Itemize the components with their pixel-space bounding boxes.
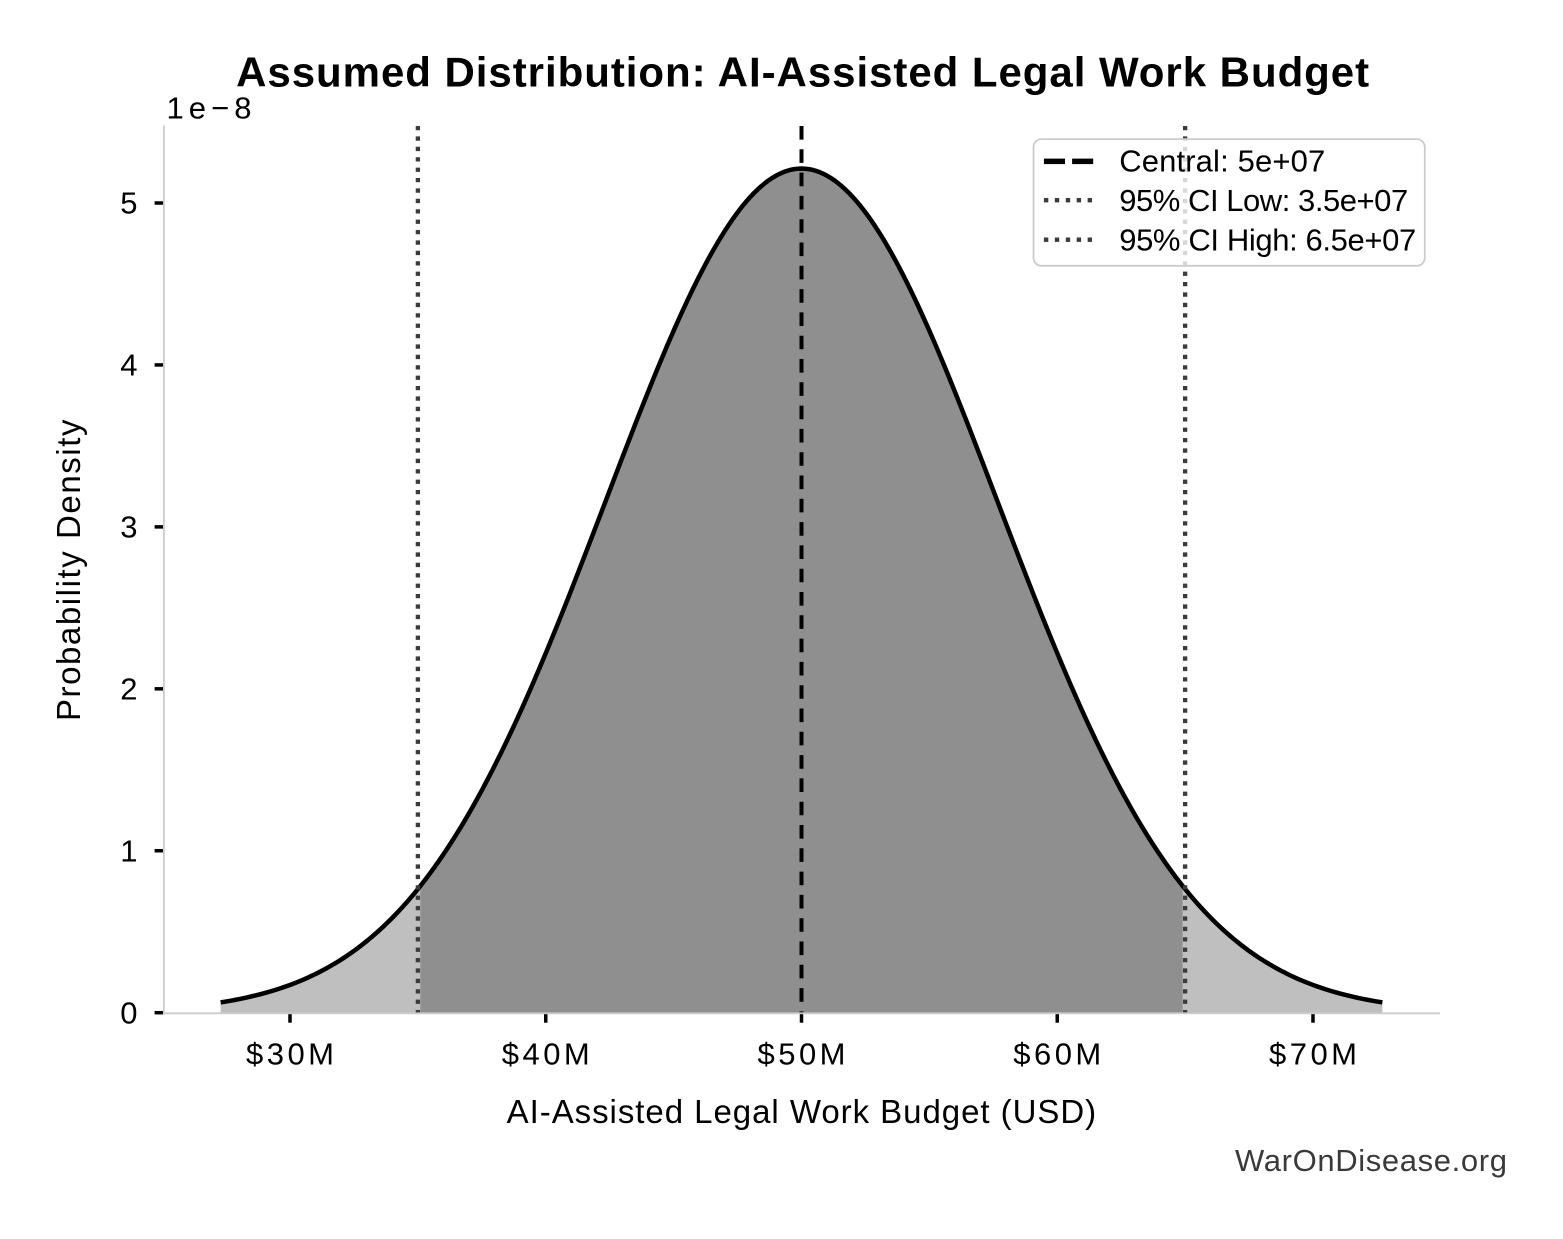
svg-text:$60M: $60M (1013, 1037, 1101, 1072)
svg-text:AI-Assisted Legal Work Budget: AI-Assisted Legal Work Budget (USD) (507, 1093, 1097, 1130)
svg-text:3: 3 (120, 510, 137, 545)
svg-text:5: 5 (120, 186, 137, 221)
svg-text:Assumed Distribution: AI-Assis: Assumed Distribution: AI-Assisted Legal … (236, 49, 1369, 96)
svg-text:$70M: $70M (1269, 1037, 1357, 1072)
svg-text:0: 0 (120, 995, 137, 1030)
svg-text:$30M: $30M (246, 1037, 334, 1072)
svg-text:$50M: $50M (758, 1037, 846, 1072)
svg-text:95% CI High: 6.5e+07: 95% CI High: 6.5e+07 (1119, 222, 1416, 257)
svg-text:WarOnDisease.org: WarOnDisease.org (1235, 1143, 1507, 1178)
svg-text:$40M: $40M (502, 1037, 590, 1072)
svg-text:Central: 5e+07: Central: 5e+07 (1119, 144, 1325, 179)
svg-text:Probability Density: Probability Density (50, 419, 87, 721)
svg-text:1: 1 (120, 833, 137, 868)
svg-text:95% CI Low: 3.5e+07: 95% CI Low: 3.5e+07 (1119, 183, 1408, 218)
svg-text:2: 2 (120, 672, 137, 707)
svg-text:4: 4 (120, 348, 137, 383)
